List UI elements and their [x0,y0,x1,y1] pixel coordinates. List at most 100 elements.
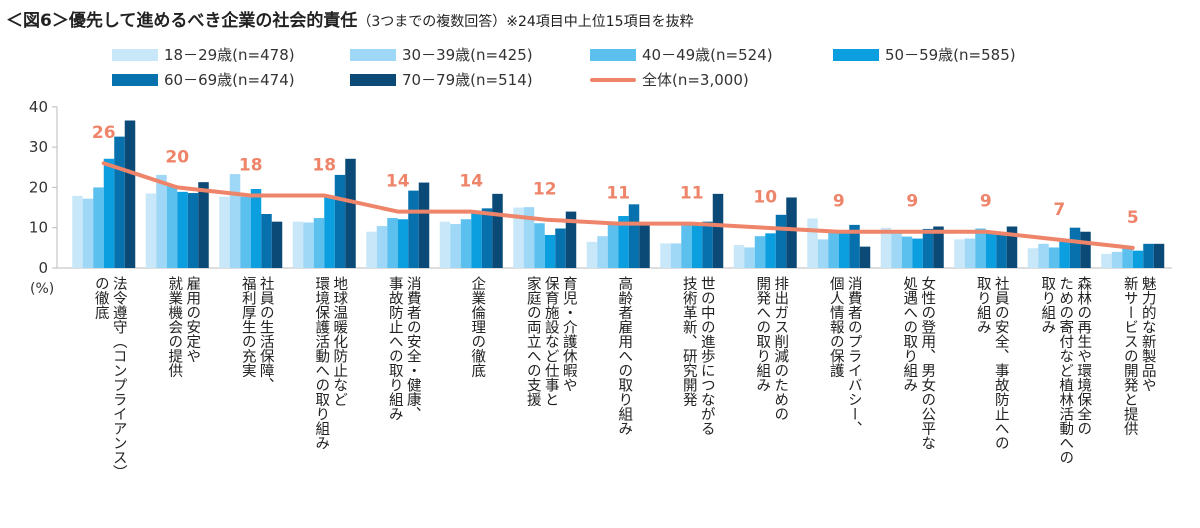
category-label: 消費者の安全・健康、 事故防止への取り組み [386,276,422,421]
category-label: 女性の登用、男女の公平な 処遇への取り組み [900,276,936,450]
bar [670,243,682,268]
bar [754,236,766,268]
bar [439,221,451,268]
legend-item: 40－49歳(n=524) [590,44,773,65]
category-label: 排出ガス削減のための 開発への取り組み [753,276,789,421]
legend-label: 全体(n=3,000) [642,71,749,89]
data-label: 18 [239,155,263,175]
bar [229,174,241,268]
data-label: 7 [1053,200,1065,220]
legend-label: 60－69歳(n=474) [164,71,295,89]
bar [996,234,1007,268]
category-label-line: 育児・介護休暇や [560,276,577,392]
category-label-line: 取り組み [974,276,991,334]
category-label-line: 消費者の安全・健康、 [404,276,421,421]
category-label: 森林の再生や環境保全の ための寄付など植林活動への 取り組み [1038,276,1092,465]
category-label-line: の徹底 [92,276,109,320]
legend-swatch [590,77,636,82]
legend-label: 40－49歳(n=524) [642,46,773,64]
bar [376,226,388,268]
bar [565,211,577,268]
bar [985,233,997,268]
bar [397,219,409,268]
bar [1038,243,1049,268]
bar [187,193,199,268]
bar [1122,248,1133,268]
category-label-line: 社員の生活保障、 [257,276,274,392]
bar [72,195,83,268]
bar [103,158,115,268]
data-label: 10 [753,188,777,208]
category-label-line: 就業機会の提供 [166,276,183,378]
legend-label: 18－29歳(n=478) [164,46,295,64]
category-label-line: 福利厚生の充実 [239,276,256,378]
y-tick-label: 30 [29,138,48,156]
bar [775,214,787,268]
category-label-line: 環境保護活動への取り組み [313,276,330,450]
bar [418,182,430,268]
data-label: 5 [1127,208,1139,228]
legend-label: 50－59歳(n=585) [885,46,1016,64]
bar [93,187,104,268]
bar [1132,250,1144,268]
bar [880,227,892,268]
data-label: 18 [312,155,336,175]
bar [513,207,524,268]
bar [177,191,188,268]
category-label-line: 新サービスの開発と提供 [1121,276,1138,436]
bar [744,247,755,268]
bar [523,207,535,268]
bar [492,193,503,268]
bar [481,208,493,268]
bar [387,218,398,268]
bar [334,174,346,268]
y-tick-label: 40 [29,98,48,116]
bar [166,184,178,268]
bar [261,213,272,268]
bar [597,236,608,268]
legend-item: 60－69歳(n=474) [112,69,295,90]
bar [408,190,419,268]
title-text: ＜図6＞優先して進めるべき企業の社会的責任 [6,11,358,31]
bar [964,238,976,268]
bar [954,239,965,268]
legend-swatch [350,48,396,61]
bar [891,230,902,268]
category-label-line: 技術革新、研究開発 [680,276,697,407]
category-label: 法令遵守（コンプライアンス） の徹底 [92,276,128,479]
bar [859,246,871,268]
bar [114,136,125,268]
category-label-line: 法令遵守（コンプライアンス） [110,276,127,479]
bar [975,228,986,268]
bar [1048,247,1060,268]
legend-item: 18－29歳(n=478) [112,44,295,65]
bar [828,232,839,268]
legend-swatch [112,73,158,86]
bar [460,219,472,268]
category-label: 社員の安全、事故防止への 取り組み [974,276,1010,450]
bar [901,236,913,268]
category-label-line: 消費者のプライバシー、 [845,276,862,436]
category-label-line: 処遇への取り組み [901,276,918,392]
category-label: 育児・介護休暇や 保育施設など仕事と 家庭の両立への支援 [524,276,578,407]
bar [250,189,262,268]
bar [1069,227,1081,268]
bar [849,224,860,268]
data-label: 11 [606,184,630,204]
category-label-line: 個人情報の保護 [827,276,844,378]
category-label-line: 社員の安全、事故防止への [992,276,1009,450]
legend-item: 50－59歳(n=585) [833,44,1016,65]
category-label-line: 取り組み [1039,276,1056,334]
bar [733,245,745,268]
bar [586,241,598,268]
bar [1027,248,1039,268]
y-tick-label: 10 [29,219,48,237]
bar [1101,253,1112,268]
bar [817,239,829,268]
bar [607,224,619,268]
category-label: 雇用の安定や 就業機会の提供 [165,276,201,378]
bar [933,226,944,268]
bar [124,120,136,268]
category-label-line: 女性の登用、男女の公平な [919,276,936,450]
